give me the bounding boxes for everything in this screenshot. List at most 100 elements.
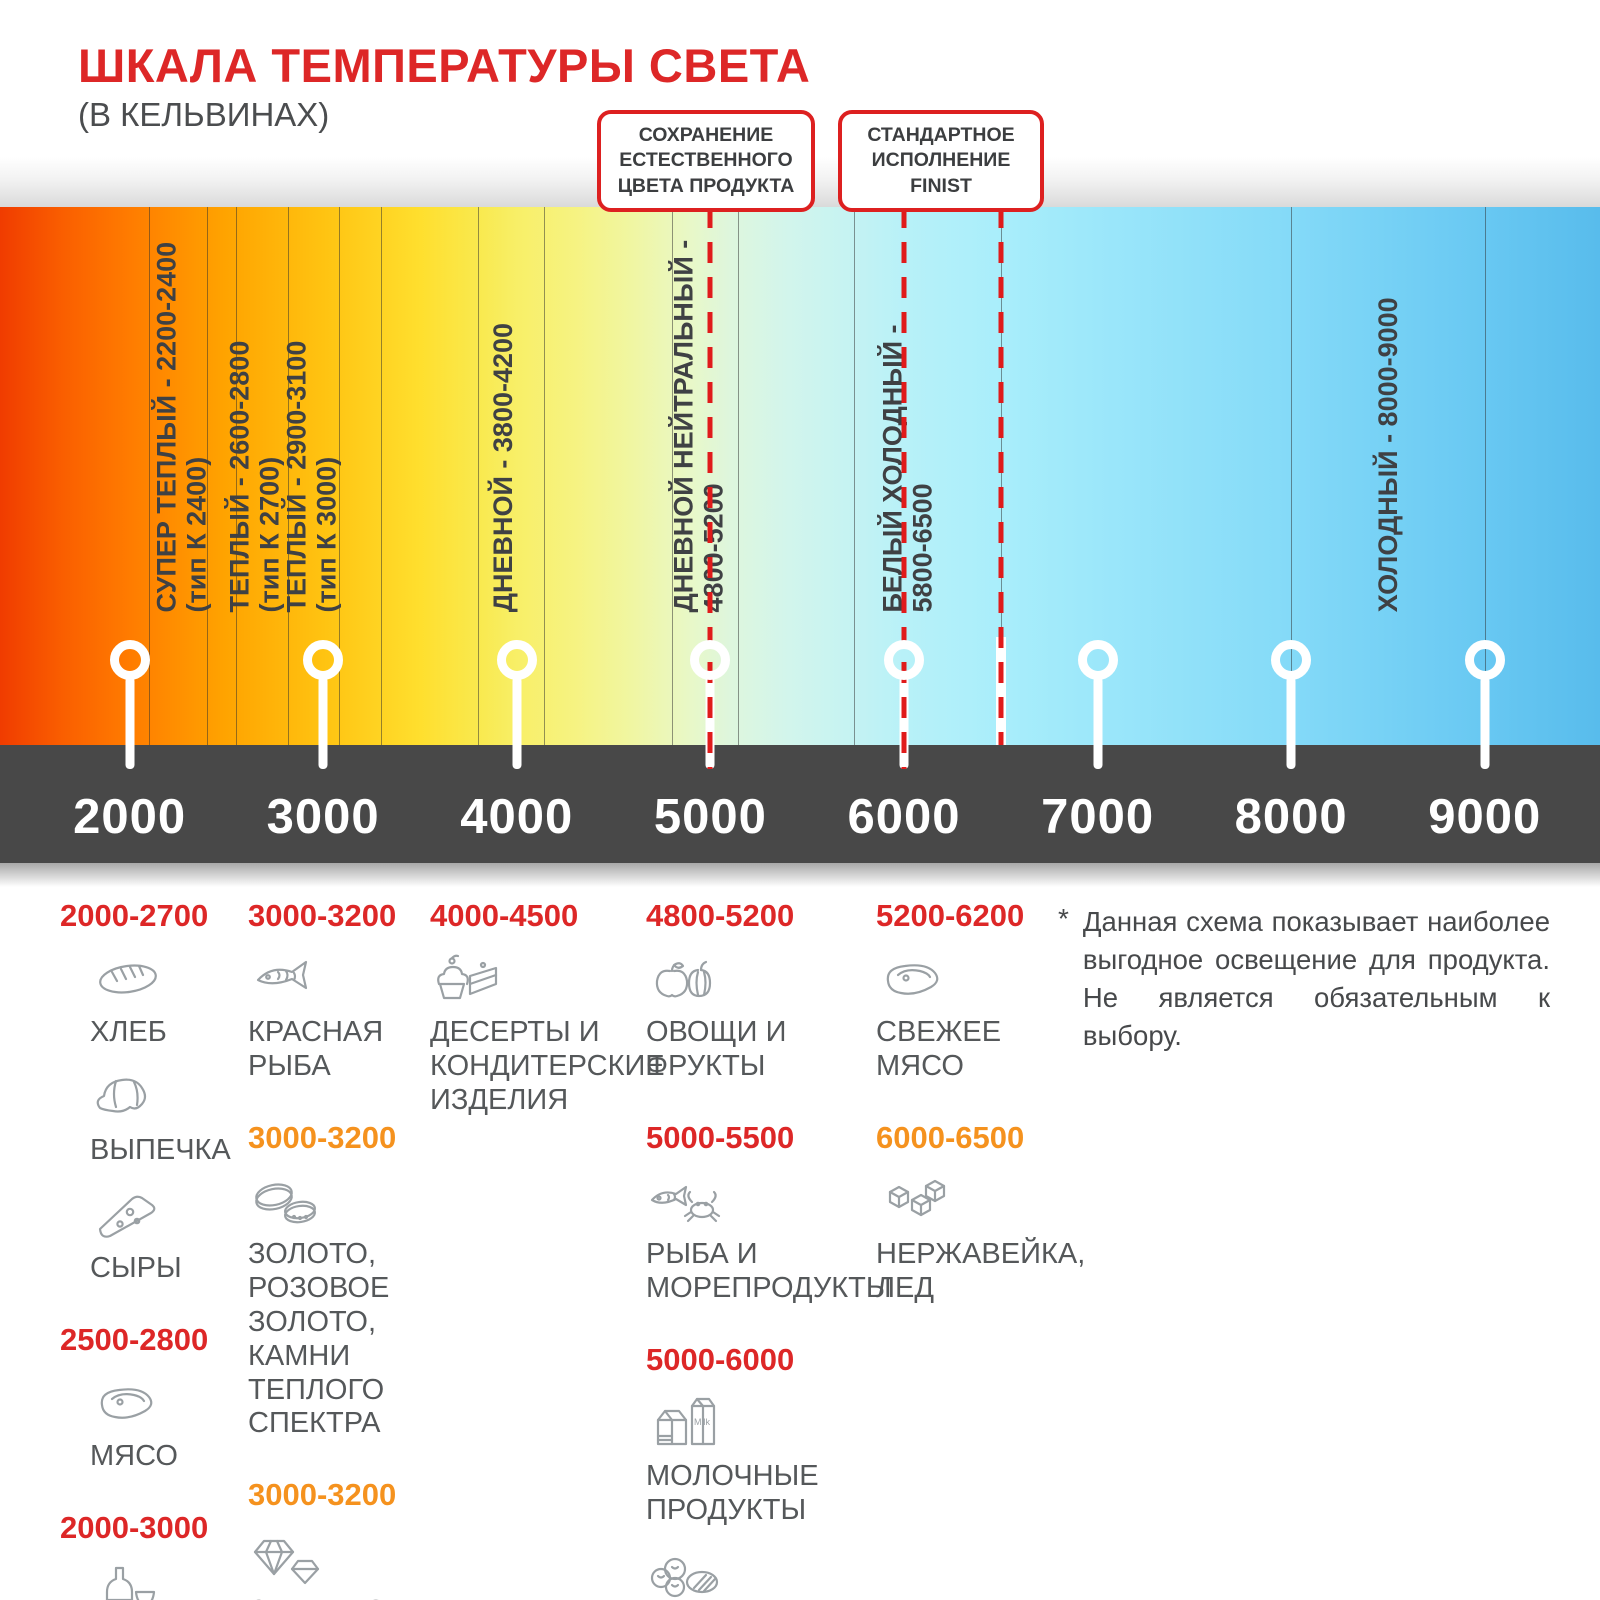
kelvin-range-label: 4000-4500 [430, 898, 579, 933]
kelvin-range-label: 2500-2800 [60, 1321, 209, 1357]
svg-text:Milk: Milk [694, 1417, 710, 1427]
pin-stem [125, 677, 135, 769]
axis-tick-label: 2000 [73, 790, 187, 844]
axis-tick-label: 8000 [1234, 790, 1348, 844]
legend-block: 3000-3200 СЕРЕБРО И БРИЛЛИАНТЫ [248, 1477, 458, 1600]
legend-item: КРАСНАЯ РЫБА [248, 948, 458, 1084]
zone-gridline [543, 207, 545, 745]
footnote: * Данная схема показывает наиболее выгод… [1058, 903, 1550, 1055]
zone-label-main: ДНЕВНОЙ НЕЙТРАЛЬНЫЙ - [668, 239, 699, 612]
kelvin-range-label: 5000-6000 [646, 1341, 795, 1377]
kelvin-axis-bar: 2000 3000 4000 5000 6000 7000 8000 9000 [0, 745, 1600, 863]
axis-tick-label: 6000 [847, 790, 961, 844]
zone-label: ТЕПЛЫЙ - 2600-2800 (тип К 2700) [225, 340, 285, 612]
zone-gridline [1484, 207, 1486, 745]
pin-marker-ring [884, 640, 924, 680]
legend-item: ОВОЩИ И ФРУКТЫ [646, 948, 976, 1084]
legend-column: 2000-2700 ХЛЕБ ВЫПЕЧКА СЫРЫ 2500-2800 МЯСО 200… [60, 898, 240, 1600]
zone-label: ТЕПЛЫЙ - 2900-3100 (тип К 3000) [281, 340, 341, 612]
milk-icon: Milk [646, 1392, 976, 1454]
kelvin-range-label: 3000-3200 [248, 898, 397, 933]
page-subtitle: (В КЕЛЬВИНАХ) [78, 96, 330, 133]
footnote-asterisk: * [1058, 903, 1069, 934]
legend-item-label: СВЕЖЕЕ МЯСО [876, 1016, 1002, 1082]
legend-item: ВЫПЕЧКА [90, 1066, 240, 1168]
legend-item-label: ЗОЛОТО, РОЗОВОЕ ЗОЛОТО, КАМНИ ТЕПЛОГО СП… [248, 1237, 390, 1440]
zone-label: СУПЕР ТЕПЛЫЙ - 2200-2400 (тип К 2400) [151, 241, 211, 612]
legend-block: 4000-4500 ДЕСЕРТЫ И КОНДИТЕРСКИЕ ИЗДЕЛИЯ [430, 898, 665, 1118]
legend-item: ЗОЛОТО, РОЗОВОЕ ЗОЛОТО, КАМНИ ТЕПЛОГО СП… [248, 1170, 458, 1442]
legend-item-label: ОВОЩИ И ФРУКТЫ [646, 1016, 787, 1082]
zone-label: БЕЛЫЙ ХОЛОДНЫЙ -5800-6500 [877, 324, 937, 612]
kelvin-range-label: 5000-5500 [646, 1119, 795, 1155]
zone-gridline [148, 207, 150, 745]
legend-column: 3000-3200 КРАСНАЯ РЫБА 3000-3200 ЗОЛОТО, РО… [248, 898, 458, 1600]
legend-block: 3000-3200 КРАСНАЯ РЫБА [248, 898, 458, 1084]
pin-stem [1286, 677, 1296, 769]
axis-tick-label: 3000 [266, 790, 380, 844]
zone-gridline [288, 207, 290, 745]
ice-icon [876, 1170, 1086, 1232]
legend-item-label: МОЛОЧНЫЕ ПРОДУКТЫ [646, 1459, 819, 1526]
alcohol-icon [90, 1560, 240, 1600]
cheese-icon [90, 1184, 240, 1246]
legend-item-label: КРАСНАЯ РЫБА [248, 1016, 384, 1082]
legend-item: МЯСО [90, 1372, 240, 1474]
zone-gridline [381, 207, 383, 745]
zone-label-sub: 5800-6500 [907, 482, 938, 612]
pin-stem [512, 677, 522, 769]
legend-item-label: НЕРЖАВЕЙКА, ЛЕД [876, 1237, 1086, 1304]
zone-gridline [671, 207, 673, 745]
legend-item: Milk МОЛОЧНЫЕ ПРОДУКТЫ [646, 1392, 976, 1528]
legend-item-label: ВЫПЕЧКА [90, 1133, 231, 1166]
callout-finist-standard: СТАНДАРТНОЕ ИСПОЛНЕНИЕ FINIST [838, 110, 1044, 213]
rings-icon [248, 1170, 458, 1232]
legend-item: СЕРЕБРО И БРИЛЛИАНТЫ [248, 1527, 458, 1600]
callout-natural-color: СОХРАНЕНИЕ ЕСТЕСТВЕННОГО ЦВЕТА ПРОДУКТА [597, 110, 815, 213]
axis-tick-label: 4000 [460, 790, 574, 844]
zone-label-sub: (тип К 3000) [311, 456, 342, 612]
zone-label-sub: (тип К 2400) [181, 456, 212, 612]
seafood-icon [646, 1170, 976, 1232]
croissant-icon [90, 1066, 240, 1128]
legend-item: АКОГОЛЬ [90, 1560, 240, 1600]
legend-block: 4800-5200 ОВОЩИ И ФРУКТЫ [646, 898, 976, 1084]
diamond-icon [248, 1527, 458, 1589]
legend-item: ДЕСЕРТЫ И КОНДИТЕРСКИЕ ИЗДЕЛИЯ [430, 948, 665, 1118]
zone-label-main: ДНЕВНОЙ - 3800-4200 [488, 322, 518, 612]
legend-column: 5200-6200 СВЕЖЕЕ МЯСО 6000-6500 НЕРЖАВЕЙКА,… [876, 898, 1086, 1342]
kelvin-range-label: 3000-3200 [248, 1119, 397, 1155]
zone-label: ДНЕВНОЙ НЕЙТРАЛЬНЫЙ -4800-5200 [668, 239, 728, 612]
red-dashed-marker [998, 207, 1004, 745]
legend-block: 5000-5500 РЫБА И МОРЕПРОДУКТЫ [646, 1120, 976, 1306]
axis-tick-label: 7000 [1041, 790, 1155, 844]
legend-block: 2000-2700 ХЛЕБ ВЫПЕЧКА СЫРЫ [60, 898, 240, 1286]
legend-item-label: ДЕСЕРТЫ И КОНДИТЕРСКИЕ ИЗДЕЛИЯ [430, 1016, 665, 1116]
axis-tick-label: 5000 [653, 790, 767, 844]
zone-gridline [737, 207, 739, 745]
zone-gridline [478, 207, 480, 745]
page-title: ШКАЛА ТЕМПЕРАТУРЫ СВЕТА [78, 39, 811, 92]
zone-label-main: ТЕПЛЫЙ - 2900-3100 [281, 340, 312, 612]
pin-stem [1093, 677, 1103, 769]
red-dashed-marker [707, 207, 713, 769]
frozen-icon [646, 1544, 976, 1600]
legend-item: ХЛЕБ [90, 948, 240, 1050]
dessert-icon [430, 948, 655, 1010]
kelvin-scale: СУПЕР ТЕПЛЫЙ - 2200-2400 (тип К 2400) ТЕПЛ… [0, 207, 1600, 897]
red-dashed-marker [901, 207, 907, 769]
legend-item-label: СЫРЫ [90, 1251, 182, 1284]
fish-icon [248, 948, 458, 1010]
pin-stem [318, 677, 328, 769]
zone-gridline [207, 207, 209, 745]
legend-block: 5000-6000 Milk МОЛОЧНЫЕ ПРОДУКТЫ ЗАМОРОЖЕНН… [646, 1342, 976, 1600]
legend-block: 5200-6200 СВЕЖЕЕ МЯСО [876, 898, 1086, 1084]
zone-label-main: СУПЕР ТЕПЛЫЙ - 2200-2400 [151, 241, 182, 612]
kelvin-range-label: 2000-3000 [60, 1509, 209, 1545]
steak-icon [876, 948, 1086, 1010]
axis-bar-shadow [0, 863, 1600, 887]
kelvin-range-label: 6000-6500 [876, 1119, 1025, 1155]
zone-label: ХОЛОДНЫЙ - 8000-9000 [1373, 297, 1403, 612]
legend-block: 6000-6500 НЕРЖАВЕЙКА, ЛЕД [876, 1120, 1086, 1306]
